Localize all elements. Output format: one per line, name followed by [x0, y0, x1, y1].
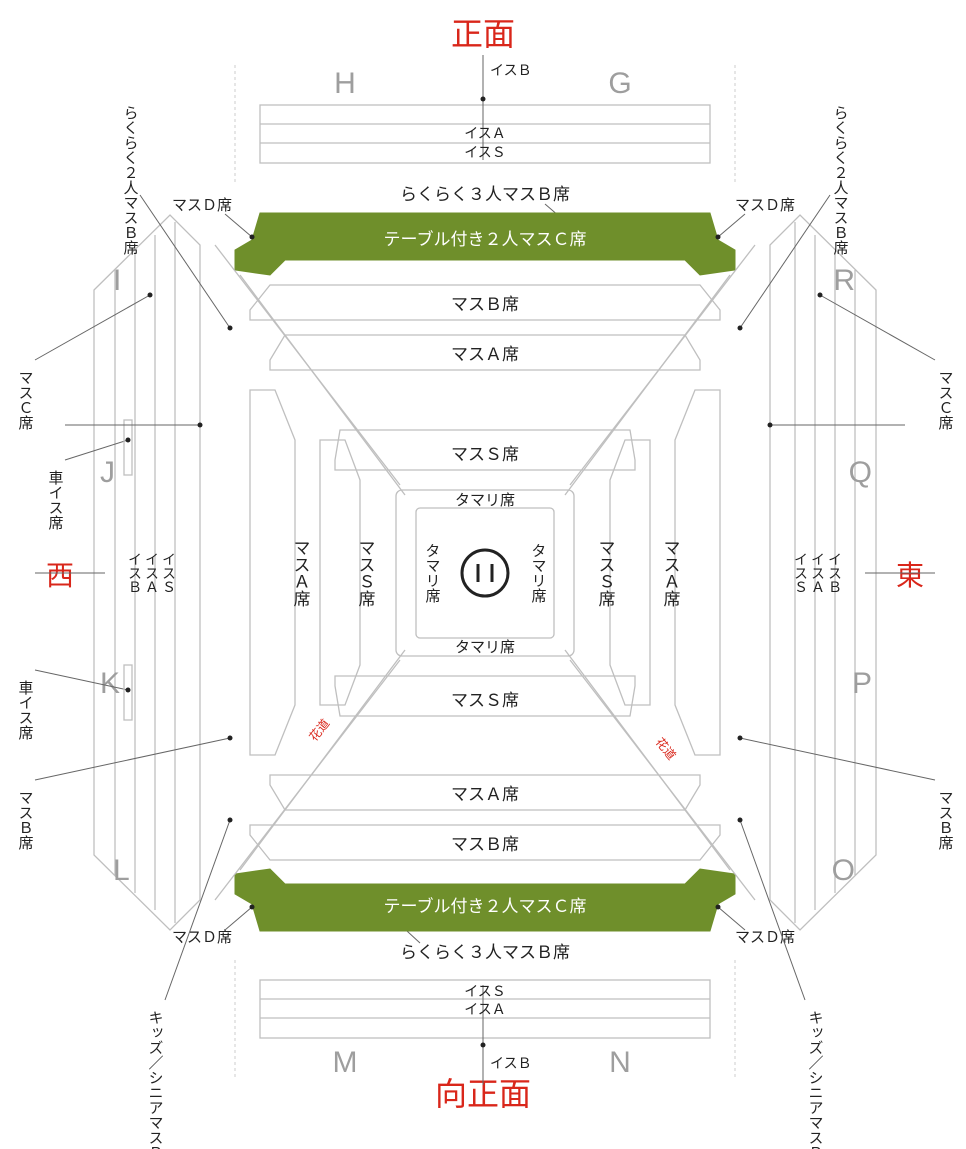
isu-a-right: イスＡ — [810, 552, 826, 594]
masu-b-bottom: マスＢ席 — [451, 835, 519, 854]
masu-d-tr: マスＤ席 — [735, 197, 795, 214]
bottom-isu-block: イスＳ イスＡ イスＢ — [260, 980, 710, 1085]
tamari-s: タマリ席 — [455, 639, 515, 656]
rakuraku3-b-top: らくらく３人マスＢ席 — [400, 185, 570, 204]
wheelchair-left-2: 車イス席 — [17, 680, 34, 740]
masu-b-left: マスＢ席 — [17, 790, 34, 850]
isu-s-bottom: イスＳ — [464, 983, 506, 999]
masu-a-bottom: マスＡ席 — [451, 785, 519, 804]
direction-east: 東 — [896, 560, 924, 591]
rakuraku2-b-tr: らくらく２人マスＢ席 — [832, 105, 849, 255]
section-n: N — [609, 1046, 631, 1079]
masu-s-right: マスＳ席 — [596, 539, 616, 607]
masu-d-tl: マスＤ席 — [172, 197, 232, 214]
section-h: H — [334, 67, 356, 100]
tamari-w: タマリ席 — [424, 543, 441, 603]
masu-c-right: マスＣ席 — [937, 370, 954, 430]
rakuraku2-b-tl: らくらく２人マスＢ席 — [122, 105, 139, 255]
masu-a-left: マスＡ席 — [291, 539, 311, 607]
masu-s-left: マスＳ席 — [356, 539, 376, 607]
section-j: J — [100, 456, 115, 489]
masu-s-bottom: マスＳ席 — [451, 691, 519, 710]
masu-d-bl: マスＤ席 — [172, 929, 232, 946]
isu-a-top: イスＡ — [464, 125, 506, 141]
section-g: G — [608, 67, 631, 100]
section-r: R — [833, 264, 855, 297]
section-q: Q — [849, 456, 872, 489]
isu-a-bottom: イスＡ — [464, 1001, 506, 1017]
dohyo-ring — [462, 550, 508, 596]
hanamichi-e: 花道 — [653, 734, 680, 762]
masu-a-right: マスＡ席 — [661, 539, 681, 607]
section-m: M — [333, 1046, 358, 1079]
isu-s-left: イスＳ — [161, 552, 177, 594]
isu-a-left: イスＡ — [144, 552, 160, 594]
isu-b-right: イスＢ — [827, 552, 843, 594]
kids-senior-bl: キッズ／シニアマスＢ席 — [147, 1010, 164, 1149]
isu-s-top: イスＳ — [464, 144, 506, 160]
masu-b-top: マスＢ席 — [451, 295, 519, 314]
section-l: L — [113, 854, 130, 887]
section-i: I — [113, 264, 121, 297]
rakuraku3-b-bottom: らくらく３人マスＢ席 — [400, 943, 570, 962]
isu-b-left: イスＢ — [127, 552, 143, 594]
section-k: K — [100, 667, 120, 700]
isu-b-bottom: イスＢ — [490, 1055, 532, 1071]
kids-senior-br: キッズ／シニアマスＢ席 — [807, 1010, 824, 1149]
direction-north: 正面 — [451, 16, 515, 52]
wheelchair-left-1: 車イス席 — [47, 470, 64, 530]
masu-b-right: マスＢ席 — [937, 790, 954, 850]
masu-d-br: マスＤ席 — [735, 929, 795, 946]
isu-s-right: イスＳ — [793, 552, 809, 594]
seating-map: 正面 向正面 西 東 イスＢ イスＡ イスＳ H G イスＳ イスＡ イスＢ M… — [0, 0, 966, 1149]
top-isu-block: イスＢ イスＡ イスＳ — [260, 55, 710, 163]
tamari-e: タマリ席 — [530, 543, 547, 603]
section-o: O — [832, 854, 855, 887]
table-c-bottom-label: テーブル付き２人マスＣ席 — [384, 896, 587, 916]
section-p: P — [852, 667, 872, 700]
masu-s-top: マスＳ席 — [451, 445, 519, 464]
tamari-n: タマリ席 — [455, 492, 515, 509]
isu-b-top: イスＢ — [490, 62, 532, 78]
masu-c-left: マスＣ席 — [17, 370, 34, 430]
hanamichi-w: 花道 — [306, 716, 333, 744]
direction-west: 西 — [46, 560, 74, 591]
table-c-top-label: テーブル付き２人マスＣ席 — [384, 229, 587, 249]
masu-a-top: マスＡ席 — [451, 345, 519, 364]
